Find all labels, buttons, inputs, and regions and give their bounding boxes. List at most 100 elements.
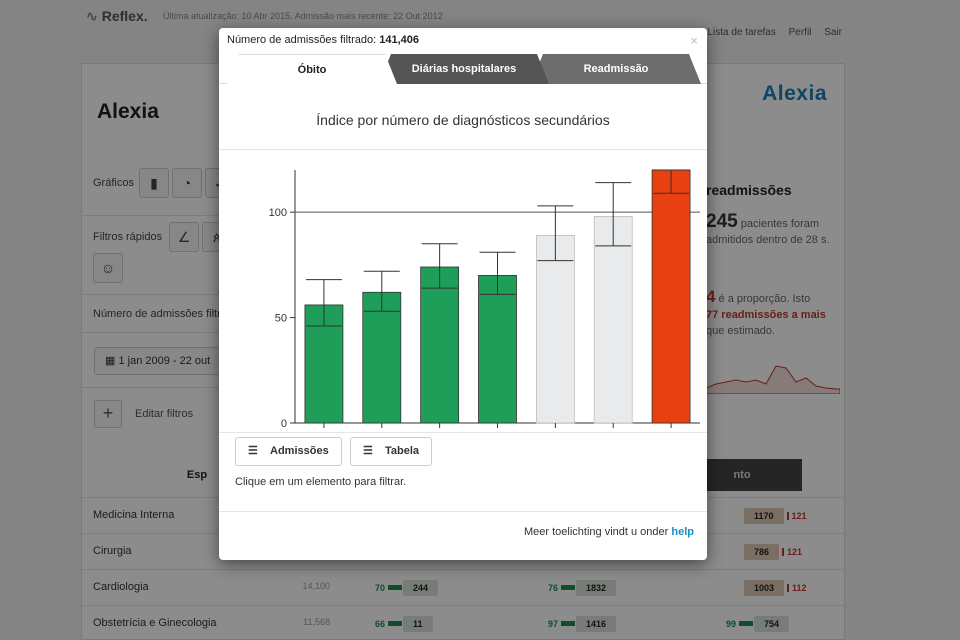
readmissions-count: 245 pacientes foram admitidos dentro de … [706,211,841,248]
close-icon[interactable]: × [690,33,698,48]
help-text: Meer toelichting vindt u onder [524,526,669,538]
x-tick-label: 3 [494,431,500,432]
cell-value: 1416 [576,615,617,632]
cell-red-value: 112 [792,582,807,593]
cell-red-value: 121 [787,546,803,557]
y-tick-label: 0 [281,418,287,430]
cell-red-value: 121 [791,510,807,521]
readmission-cell: 99 754 [726,615,790,632]
brand-logo: Alexia [762,82,827,105]
cell-value: 1170 [744,507,784,524]
stay-cell: 97 1416 [548,615,617,632]
chart-tabs: Readmissão Diárias hospitalares Óbito [219,52,707,84]
chart-modal: Número de admissões filtrado: 141,406 × … [219,28,707,560]
help-link[interactable]: help [671,526,694,538]
sparkline [706,365,840,394]
tab-hospital-days[interactable]: Diárias hospitalares [379,54,549,84]
bar[interactable] [478,275,517,424]
help-footer: Meer toelichting vindt u onder help [524,526,694,538]
trend-icon[interactable]: ∠ [169,222,199,252]
row-count: 14,100 [302,581,330,591]
modal-header: Número de admissões filtrado: 141,406 [219,28,707,52]
pulse-icon: ∿ [86,8,98,24]
readmission-cell: 786 121 [744,543,802,560]
edit-filters-link[interactable]: Editar filtros [135,408,194,420]
ratio-text: é a proporção. Isto [718,293,811,305]
x-tick-label: 6+ [665,431,678,432]
y-tick-label: 100 [269,207,287,219]
divider [82,387,222,388]
cell-value: 754 [754,615,790,632]
app-logo-text: Reflex. [101,8,148,24]
filter-hint: Clique em um elemento para filtrar. [235,476,407,488]
cell-value: 1832 [576,579,617,596]
excess-text: que estimado. [706,325,776,337]
bar[interactable] [651,169,691,424]
list-icon: ☰ [363,445,373,457]
readmissions-count-text2: s. [820,234,830,246]
divider [219,432,707,433]
calendar-icon: ▦ [105,355,119,367]
divider [82,294,222,295]
row-name: Cirurgia [93,545,132,557]
add-filter-button[interactable]: + [94,400,122,428]
cell-pct: 97 [548,618,559,629]
cell-value: 11 [403,615,433,632]
readmissions-count-value: 245 [706,211,738,232]
top-bar: ∿ Reflex. Última atualização: 10 Abr 2015… [0,0,960,38]
x-tick-label: 4 [552,431,558,432]
table-button[interactable]: ☰ Tabela [350,437,432,466]
cell-pct: 99 [726,618,737,629]
date-range-button[interactable]: ▦ 1 jan 2009 - 22 out [94,347,234,375]
mortality-cell: 66 11 [375,615,433,632]
y-tick-label: 50 [275,313,287,325]
nav-logout-link[interactable]: Sair [824,27,842,38]
tab-readmission[interactable]: Readmissão [531,54,701,84]
graphs-label: Gráficos [93,177,134,189]
table-button-label: Tabela [385,445,420,457]
x-tick-label: 0 [321,431,327,432]
bar[interactable] [593,215,633,424]
bar[interactable] [535,234,575,424]
excess-readmissions: 77 readmissões a mais [706,309,826,321]
x-tick-label: 2 [437,431,443,432]
cell-pct: 66 [375,618,386,629]
cell-value: 786 [744,543,780,560]
table-row[interactable]: Cardiologia 14,100 70 244 76 1832 1003 112 [82,569,846,605]
last-updated-text: Última atualização: 10 Abr 2015. Admissã… [163,11,443,21]
mortality-cell: 70 244 [375,579,439,596]
list-icon: ☰ [248,445,258,457]
bar[interactable] [420,266,460,424]
admissions-button-label: Admissões [270,445,329,457]
nav-profile-link[interactable]: Perfil [788,27,812,38]
app-logo[interactable]: ∿ Reflex. [86,8,148,25]
chart-title: Índice por número de diagnósticos secund… [316,112,610,128]
admissions-count-label: Número de admissões filtr [93,308,221,320]
row-name: Cardiologia [93,581,149,593]
divider [82,332,222,333]
bar-chart-icon[interactable]: ▮ [139,168,169,198]
pie-chart-icon[interactable]: ◔ [172,168,202,198]
stay-cell: 76 1832 [548,579,617,596]
cell-value: 1003 [744,579,785,596]
cell-value: 244 [403,579,439,596]
readmissions-count-text: pacientes foram admitidos dentro de 28 [706,218,820,246]
top-nav: Lista de tarefas Perfil Sair [697,27,842,38]
x-tick-label: 1 [379,431,385,432]
admissions-button[interactable]: ☰ Admissões [235,437,342,466]
readmissions-title: readmissões [706,182,792,198]
filtered-admissions-value: 141,406 [379,34,420,46]
hospital-name: Alexia [97,100,159,123]
bar[interactable] [362,291,402,424]
nav-tasks-link[interactable]: Lista de tarefas [707,27,776,38]
row-count: 11,568 [303,617,330,627]
row-name: Medicina Interna [93,509,175,521]
tab-mortality[interactable]: Óbito [227,54,397,84]
divider [219,511,707,512]
readmissions-ratio: 4 é a proporção. Isto 77 readmissões a ma… [706,288,841,339]
table-row[interactable]: Obstetrícia e Ginecologia 11,568 66 11 97… [82,605,846,640]
people-icon[interactable]: ☺ [93,253,123,283]
readmission-cell: 1003 112 [744,579,807,596]
bar-chart: 0 50 100 0 1 2 3 4 5 6+ [269,169,700,432]
divider [219,149,707,150]
